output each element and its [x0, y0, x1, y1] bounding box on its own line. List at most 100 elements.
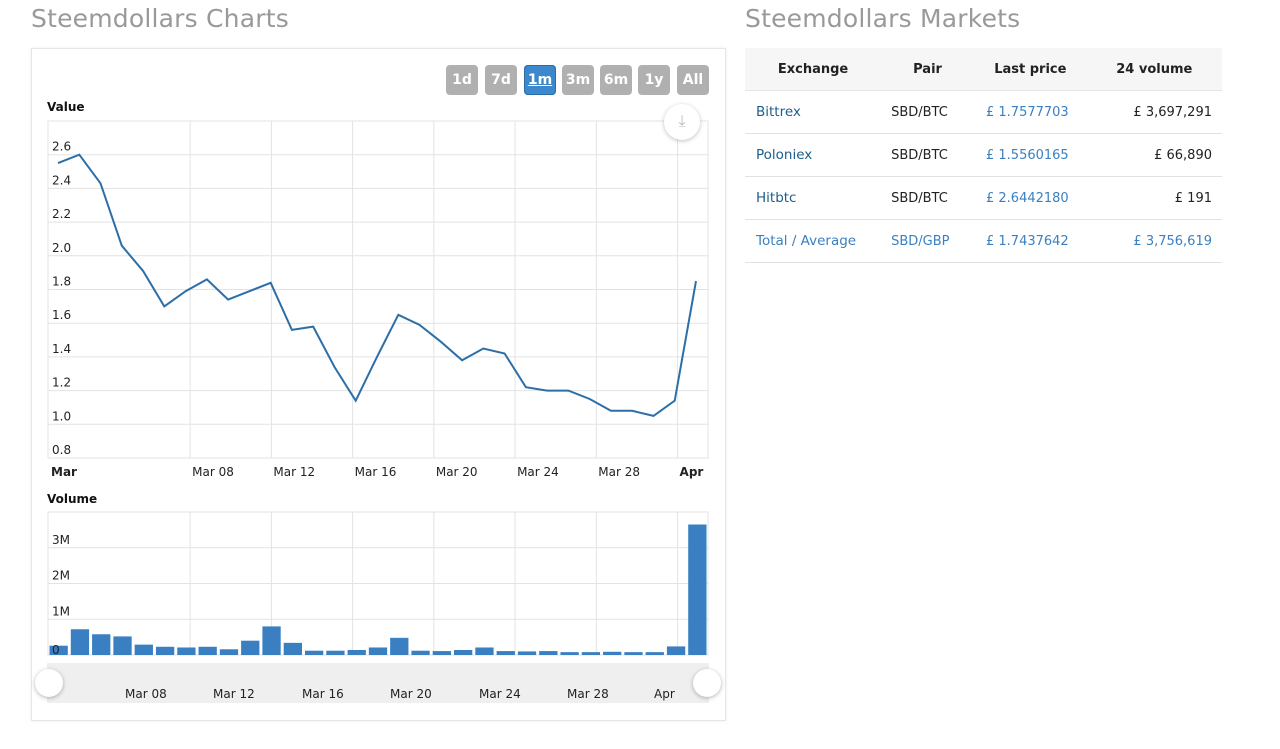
- markets-title: Steemdollars Markets: [745, 4, 1021, 33]
- total-price: £ 1.7437642: [974, 219, 1087, 263]
- volume-chart-title: Volume: [47, 492, 98, 506]
- x-tick-label: Mar 24: [517, 465, 559, 479]
- navigator-right-handle[interactable]: [693, 669, 721, 697]
- range-button-7d[interactable]: 7d: [485, 65, 517, 95]
- x-tick-label: Mar 12: [273, 465, 315, 479]
- y-tick-label: 1.8: [52, 275, 71, 289]
- volume-bar: [70, 629, 90, 655]
- y-tick-label: 1.0: [52, 409, 71, 423]
- range-button-1y[interactable]: 1y: [638, 65, 670, 95]
- navigator-label: Mar 28: [567, 687, 609, 701]
- price-cell: £ 2.6442180: [974, 176, 1087, 220]
- volume-bar: [262, 626, 281, 655]
- volume-bar: [645, 652, 664, 655]
- y-tick-label: 1.2: [52, 376, 71, 390]
- y-tick-label: 2.0: [52, 241, 71, 255]
- range-button-6m[interactable]: 6m: [600, 65, 632, 95]
- pair-cell: SBD/BTC: [881, 176, 974, 220]
- range-button-1d[interactable]: 1d: [446, 65, 478, 95]
- navigator-label: Mar 24: [479, 687, 521, 701]
- navigator-label: Mar 12: [213, 687, 255, 701]
- x-tick-label: Mar 08: [192, 465, 234, 479]
- x-tick-label: Mar 16: [355, 465, 397, 479]
- exchange-link-hitbtc[interactable]: Hitbtc: [745, 176, 882, 220]
- y-tick-label: 1.6: [52, 308, 71, 322]
- range-button-3m[interactable]: 3m: [562, 65, 594, 95]
- volume-bar: [368, 647, 388, 655]
- x-tick-label: Mar 28: [598, 465, 640, 479]
- navigator-label: Mar 20: [390, 687, 432, 701]
- range-button-all[interactable]: All: [677, 65, 709, 95]
- range-navigator[interactable]: Mar 08 Mar 12 Mar 16 Mar 20 Mar 24 Mar 2…: [35, 663, 721, 703]
- volume-cell: £ 191: [1086, 176, 1222, 220]
- volume-bar: [155, 646, 175, 655]
- header-last-price: Last price: [974, 48, 1087, 91]
- navigator-label: Apr: [654, 687, 675, 701]
- x-tick-label: Mar: [51, 465, 77, 479]
- table-row: Poloniex SBD/BTC £ 1.5560165 £ 66,890: [745, 133, 1222, 177]
- volume-y-tick-label: 1M: [52, 604, 70, 618]
- volume-bar: [49, 645, 68, 655]
- volume-bar: [177, 647, 196, 655]
- download-icon[interactable]: ⤓: [664, 104, 700, 140]
- volume-bar: [113, 636, 132, 655]
- y-tick-label: 2.4: [52, 173, 71, 187]
- navigator-label: Mar 08: [125, 687, 167, 701]
- total-label: Total / Average: [745, 219, 882, 263]
- charts-title: Steemdollars Charts: [31, 4, 289, 33]
- markets-header-row: Exchange Pair Last price 24 volume: [745, 48, 1222, 91]
- volume-bar: [688, 524, 707, 655]
- volume-y-tick-label: 0: [52, 643, 60, 657]
- total-volume: £ 3,756,619: [1086, 219, 1222, 263]
- volume-y-tick-label: 2M: [52, 569, 70, 583]
- volume-bar: [92, 634, 111, 655]
- volume-bar: [347, 649, 366, 655]
- volume-bar: [134, 644, 153, 655]
- price-cell: £ 1.7577703: [974, 90, 1087, 134]
- navigator-left-handle[interactable]: [35, 669, 63, 697]
- table-row: Bittrex SBD/BTC £ 1.7577703 £ 3,697,291: [745, 90, 1222, 134]
- volume-bar: [624, 652, 643, 655]
- volume-bar: [496, 651, 515, 655]
- value-chart-title: Value: [47, 100, 85, 114]
- volume-bar: [539, 651, 558, 655]
- y-tick-label: 0.8: [52, 443, 71, 457]
- exchange-link-bittrex[interactable]: Bittrex: [745, 90, 882, 134]
- volume-bar: [241, 640, 260, 655]
- volume-bar: [432, 651, 452, 655]
- volume-bar: [326, 650, 345, 655]
- volume-bar: [560, 652, 579, 655]
- total-row: Total / Average SBD/GBP £ 1.7437642 £ 3,…: [745, 219, 1222, 263]
- markets-table: Exchange Pair Last price 24 volume Bittr…: [745, 48, 1222, 263]
- volume-bar: [304, 650, 324, 655]
- range-button-1m[interactable]: 1m: [524, 65, 556, 95]
- volume-bar: [283, 642, 302, 655]
- volume-cell: £ 66,890: [1086, 133, 1222, 177]
- x-tick-label: Mar 20: [436, 465, 478, 479]
- volume-cell: £ 3,697,291: [1086, 90, 1222, 134]
- volume-bar: [454, 649, 473, 655]
- value-series-line: [57, 153, 697, 417]
- volume-bar: [581, 652, 601, 655]
- volume-bar: [390, 637, 409, 655]
- table-row: Hitbtc SBD/BTC £ 2.6442180 £ 191: [745, 176, 1222, 220]
- volume-bar: [475, 647, 494, 655]
- pair-cell: SBD/BTC: [881, 90, 974, 134]
- volume-bar: [198, 646, 217, 655]
- header-pair: Pair: [881, 48, 974, 91]
- price-cell: £ 1.5560165: [974, 133, 1087, 177]
- header-24-volume: 24 volume: [1086, 48, 1222, 91]
- volume-bar: [219, 649, 239, 655]
- navigator-label: Mar 16: [302, 687, 344, 701]
- chart-canvas: 0.8 1.0 1.2 1.4 1.6 1.8 2.0 2.2 2.4 2.6 Mar Mar 08 M…: [47, 120, 709, 657]
- header-exchange: Exchange: [745, 48, 882, 91]
- y-tick-label: 1.4: [52, 342, 71, 356]
- volume-bar: [517, 651, 537, 655]
- volume-bar: [411, 650, 430, 655]
- y-tick-label: 2.6: [52, 140, 71, 154]
- y-tick-label: 2.2: [52, 207, 71, 221]
- exchange-link-poloniex[interactable]: Poloniex: [745, 133, 882, 177]
- chart-panel: 1d 7d 1m 3m 6m 1y All Value Volume 0.8 1.…: [31, 48, 726, 721]
- x-tick-label: Apr: [680, 465, 704, 479]
- total-pair: SBD/GBP: [881, 219, 974, 263]
